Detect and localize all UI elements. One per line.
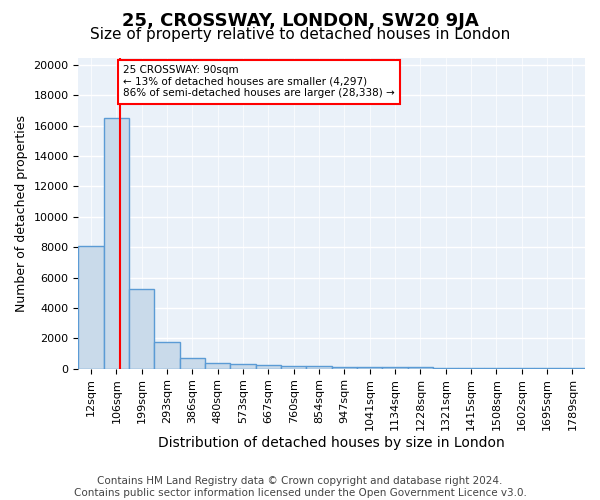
Bar (332, 366, 357, 368)
Text: Contains HM Land Registry data © Crown copyright and database right 2024.
Contai: Contains HM Land Registry data © Crown c… (74, 476, 526, 498)
Bar (129, 289, 154, 368)
Y-axis label: Number of detached properties: Number of detached properties (15, 114, 28, 312)
Text: 25, CROSSWAY, LONDON, SW20 9JA: 25, CROSSWAY, LONDON, SW20 9JA (122, 12, 478, 30)
Bar (180, 358, 205, 368)
Bar (307, 366, 332, 368)
Bar (79, 246, 104, 368)
Bar (256, 365, 281, 368)
Bar (230, 364, 256, 368)
Bar (382, 367, 407, 368)
Bar (154, 342, 180, 368)
Bar (205, 364, 230, 368)
Text: 25 CROSSWAY: 90sqm
← 13% of detached houses are smaller (4,297)
86% of semi-deta: 25 CROSSWAY: 90sqm ← 13% of detached hou… (124, 66, 395, 98)
Bar (357, 367, 382, 368)
X-axis label: Distribution of detached houses by size in London: Distribution of detached houses by size … (158, 436, 505, 450)
Bar (281, 366, 307, 368)
Text: Size of property relative to detached houses in London: Size of property relative to detached ho… (90, 28, 510, 42)
Bar (104, 118, 129, 368)
